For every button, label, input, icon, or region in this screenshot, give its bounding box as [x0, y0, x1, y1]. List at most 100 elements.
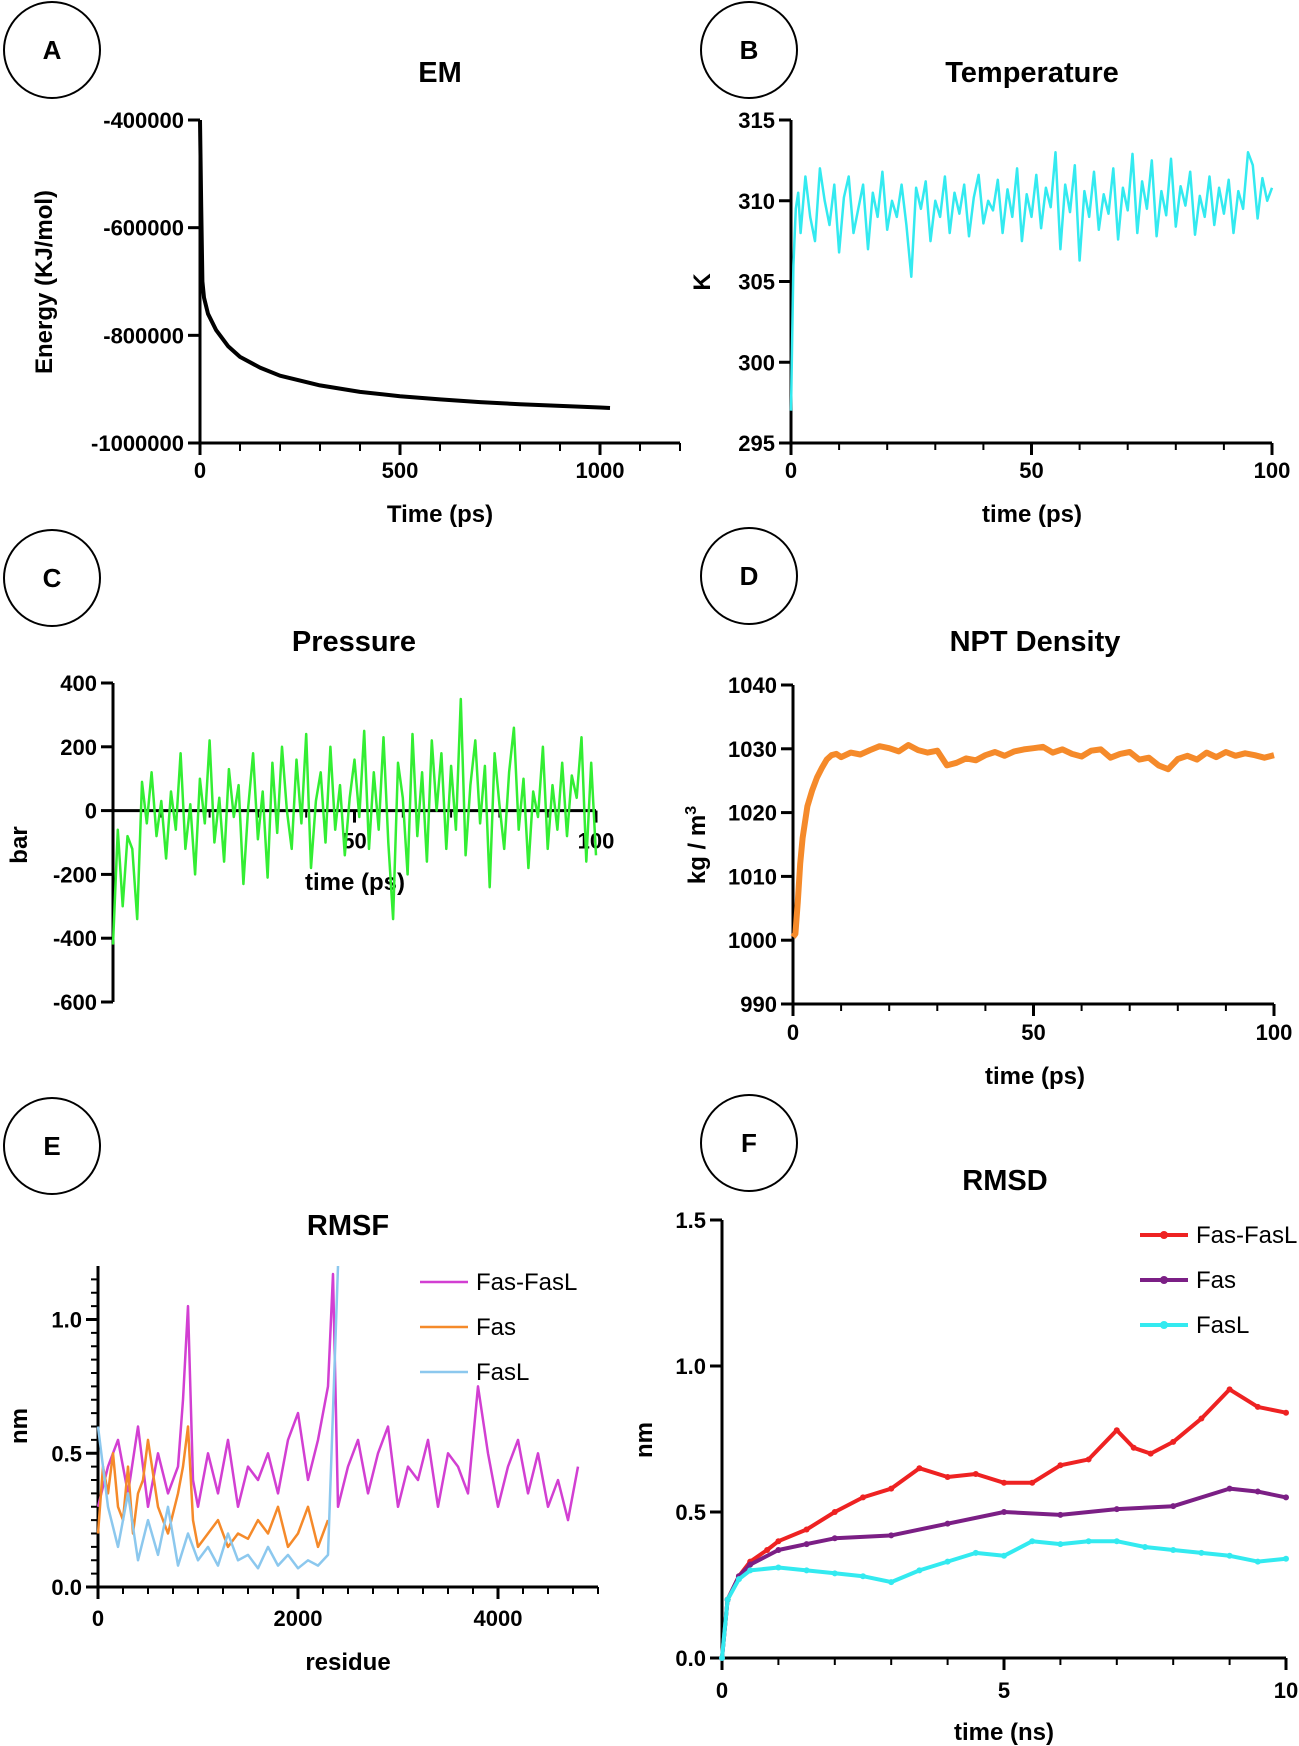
data-point — [1170, 1438, 1177, 1445]
x-tick-label: 100 — [1254, 458, 1291, 483]
x-tick-label: 50 — [1019, 458, 1043, 483]
data-point — [1170, 1503, 1177, 1510]
x-tick-label: 5 — [998, 1678, 1010, 1703]
series-line-temperature — [789, 151, 1274, 411]
data-point — [1085, 1538, 1092, 1545]
data-point — [1198, 1549, 1205, 1556]
data-point — [1001, 1479, 1007, 1486]
y-tick-label: 200 — [60, 735, 97, 760]
data-point — [944, 1558, 951, 1565]
data-point — [775, 1546, 782, 1553]
y-axis-label: nm — [631, 1422, 658, 1458]
y-tick-label: 310 — [738, 189, 775, 214]
y-axis-label: kg / m3 — [683, 806, 711, 884]
data-point — [1254, 1403, 1261, 1410]
data-point — [719, 1655, 725, 1661]
x-axis-label: time (ps) — [985, 1063, 1085, 1090]
y-tick-label: 1030 — [728, 737, 777, 762]
y-tick-label: 0.0 — [675, 1646, 706, 1671]
y-tick-label: -200 — [53, 862, 97, 887]
panel-b: B Temperature 0 50 100 295 300 305 310 315 time (p… — [689, 1, 1291, 528]
panel-d: D NPT Density 0 50 100 990 1000 1010 1020 1030 104… — [683, 527, 1292, 1090]
x-tick-label: 50 — [1021, 1020, 1045, 1045]
chart-title: NPT Density — [950, 626, 1121, 658]
panel-b-letter: B — [740, 35, 759, 65]
y-tick-label: 0 — [85, 799, 97, 824]
y-tick-label: 1.0 — [675, 1354, 706, 1379]
data-point — [1113, 1506, 1120, 1513]
chart-title: RMSD — [962, 1165, 1047, 1197]
data-point — [1170, 1546, 1177, 1553]
y-tick-label: 315 — [738, 108, 775, 133]
y-tick-label: -600000 — [103, 216, 184, 241]
data-point — [972, 1471, 979, 1478]
data-point — [803, 1526, 810, 1533]
panel-f-letter-circle — [700, 1094, 798, 1192]
y-tick-label: 1.5 — [675, 1208, 706, 1233]
panel-c-letter-circle — [3, 529, 101, 627]
data-point — [916, 1465, 923, 1472]
panel-e-letter: E — [43, 1131, 60, 1161]
data-point — [1001, 1509, 1007, 1515]
data-point — [888, 1485, 895, 1492]
data-point — [972, 1549, 979, 1556]
data-point — [1029, 1538, 1036, 1545]
series-line-fas — [720, 1486, 1287, 1659]
panel-a-letter: A — [43, 35, 62, 65]
y-tick-label: 1020 — [728, 801, 777, 826]
y-tick-label: 0.0 — [51, 1575, 82, 1600]
chart-title: EM — [418, 57, 462, 89]
x-axis-label: Time (ps) — [387, 501, 493, 528]
y-tick-label: -600 — [53, 990, 97, 1015]
data-point — [831, 1570, 838, 1577]
data-point — [1226, 1386, 1233, 1393]
panel-e: E RMSF 0 2000 4000 0.0 0.5 1.0 residue nm Fas-FasL… — [3, 1097, 599, 1676]
panel-f-letter: F — [741, 1128, 757, 1158]
legend-label: FasL — [476, 1359, 529, 1386]
legend-label: Fas-FasL — [1196, 1222, 1297, 1249]
chart-title: RMSF — [307, 1210, 389, 1242]
data-point — [775, 1538, 782, 1545]
y-tick-label: -400 — [53, 926, 97, 951]
y-tick-label: 1.0 — [51, 1308, 82, 1333]
data-point — [831, 1509, 838, 1515]
data-point — [1283, 1409, 1289, 1416]
panel-e-letter-circle — [3, 1097, 101, 1195]
y-axis-label: bar — [6, 826, 33, 863]
data-point — [1085, 1456, 1092, 1463]
data-point — [1029, 1479, 1036, 1486]
legend-label: Fas — [476, 1314, 516, 1341]
y-tick-label: 1010 — [728, 864, 777, 889]
data-point — [916, 1567, 923, 1574]
legend-label: FasL — [1196, 1312, 1249, 1339]
data-point — [747, 1561, 754, 1568]
data-point — [1130, 1444, 1137, 1451]
x-tick-label: 0 — [716, 1678, 728, 1703]
data-point — [724, 1596, 731, 1603]
data-point — [1142, 1544, 1148, 1551]
y-tick-label: 305 — [738, 270, 775, 295]
x-tick-label: 4000 — [474, 1606, 523, 1631]
x-axis-label: time (ns) — [954, 1719, 1054, 1746]
data-point — [1254, 1488, 1261, 1495]
data-point — [1283, 1494, 1289, 1501]
data-point — [1226, 1485, 1233, 1492]
panel-c-letter: C — [43, 563, 62, 593]
data-point — [1283, 1555, 1289, 1562]
chart-title: Temperature — [945, 57, 1119, 89]
data-point — [888, 1579, 895, 1586]
x-tick-label: 2000 — [274, 1606, 323, 1631]
x-axis-label: time (ps) — [305, 869, 405, 896]
y-tick-label: 1000 — [728, 928, 777, 953]
data-point — [764, 1546, 771, 1553]
y-tick-label: 0.5 — [675, 1500, 706, 1525]
y-tick-label: 1040 — [728, 673, 777, 698]
x-tick-label: 0 — [785, 458, 797, 483]
series-line-em — [198, 119, 611, 410]
data-point — [860, 1573, 866, 1580]
y-axis-label: K — [689, 273, 716, 291]
y-axis-label: Energy (KJ/mol) — [31, 190, 58, 374]
panel-d-letter-circle — [700, 527, 798, 625]
